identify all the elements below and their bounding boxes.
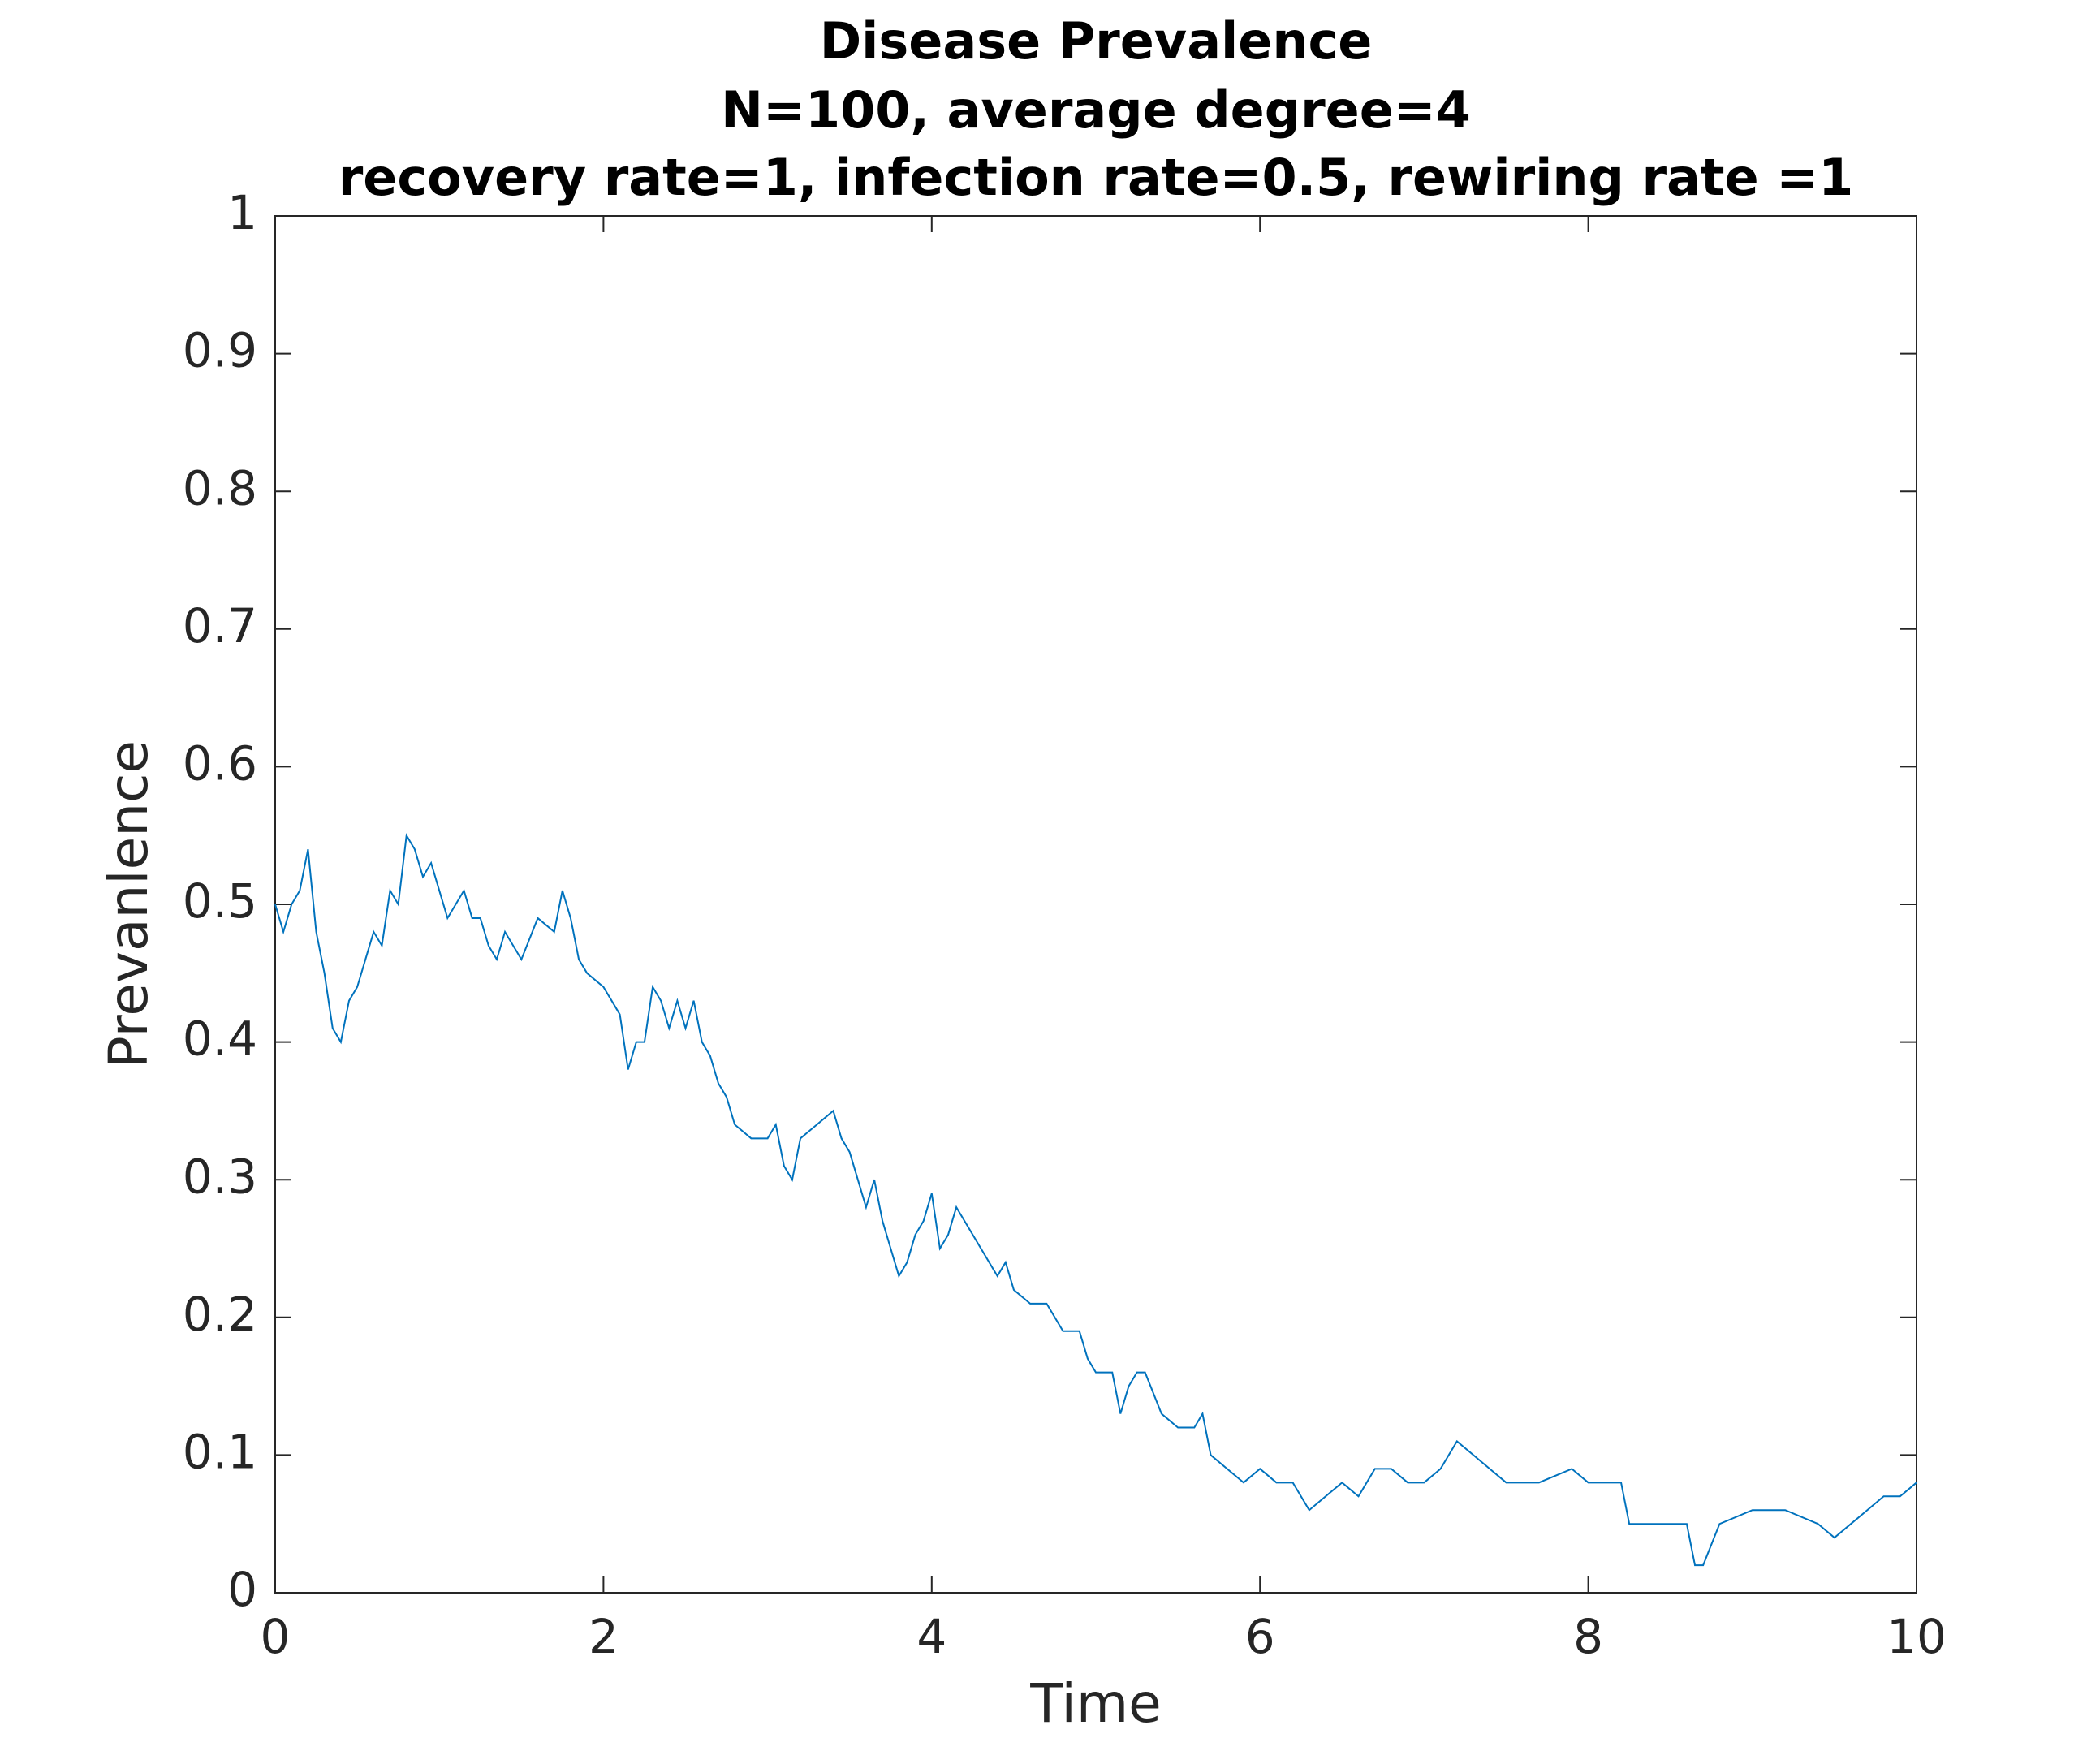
chart-subtitle: recovery rate=1, infection rate=0.5, rew… (338, 148, 1854, 207)
data-line (274, 833, 1917, 1567)
y-tick-label: 0.5 (183, 873, 257, 929)
y-tick-label: 0 (227, 1562, 257, 1617)
x-tick-label: 4 (916, 1609, 946, 1664)
y-axis-label: Prevanlence (97, 740, 160, 1068)
y-tick-label: 1 (227, 185, 257, 240)
y-tick-label: 0.2 (183, 1287, 257, 1342)
x-tick-label: 0 (261, 1609, 291, 1664)
chart-title: Disease Prevalence (820, 11, 1373, 71)
chart-subtitle: N=100, average degree=4 (721, 80, 1471, 140)
y-tick-label: 0.3 (183, 1149, 257, 1204)
y-tick-label: 0.6 (183, 736, 257, 791)
x-tick-label: 8 (1573, 1609, 1603, 1664)
x-tick-label: 2 (589, 1609, 619, 1664)
y-tick-label: 0.4 (183, 1011, 257, 1067)
x-tick-label: 10 (1886, 1609, 1947, 1664)
y-tick-label: 0.9 (183, 323, 257, 378)
y-tick-label: 0.1 (183, 1425, 257, 1480)
plot-frame (274, 215, 1917, 1594)
y-tick-label: 0.8 (183, 460, 257, 515)
x-axis-label: Time (1029, 1672, 1162, 1735)
y-tick-label: 0.7 (183, 598, 257, 653)
x-tick-label: 6 (1245, 1609, 1275, 1664)
